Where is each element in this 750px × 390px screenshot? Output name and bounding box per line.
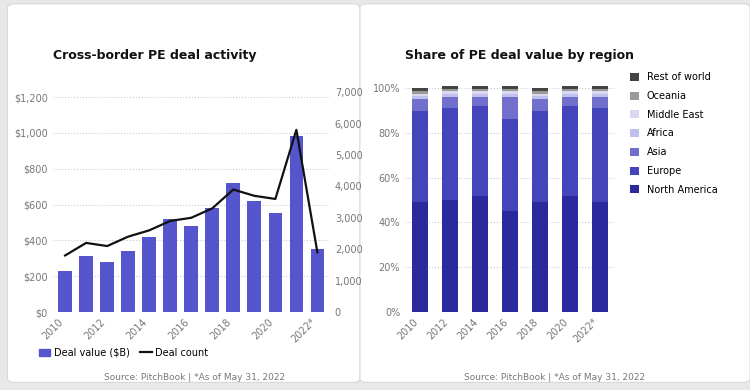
Bar: [562, 86, 578, 89]
Bar: [562, 97, 578, 106]
Bar: [226, 183, 240, 312]
Bar: [592, 97, 608, 108]
Bar: [310, 249, 324, 312]
Bar: [58, 271, 72, 312]
Bar: [592, 202, 608, 312]
Bar: [472, 195, 488, 312]
Bar: [562, 94, 578, 97]
Bar: [592, 92, 608, 94]
Bar: [502, 86, 518, 89]
Bar: [290, 136, 303, 312]
Bar: [142, 237, 156, 312]
Legend: Rest of world, Oceania, Middle East, Africa, Asia, Europe, North America: Rest of world, Oceania, Middle East, Afr…: [628, 70, 719, 197]
Bar: [412, 202, 428, 312]
Bar: [442, 97, 458, 108]
Bar: [532, 96, 548, 99]
Text: Source: PitchBook | *As of May 31, 2022: Source: PitchBook | *As of May 31, 2022: [104, 373, 286, 382]
Bar: [412, 99, 428, 110]
Bar: [442, 200, 458, 312]
Bar: [532, 94, 548, 96]
Bar: [502, 89, 518, 92]
Bar: [472, 89, 488, 92]
Bar: [412, 94, 428, 96]
Bar: [532, 88, 548, 92]
Bar: [592, 89, 608, 92]
Text: Cross-border PE deal activity: Cross-border PE deal activity: [53, 49, 256, 62]
Bar: [532, 110, 548, 202]
Bar: [472, 97, 488, 106]
Bar: [412, 110, 428, 202]
Bar: [206, 208, 219, 312]
Bar: [442, 89, 458, 92]
Bar: [442, 94, 458, 97]
Text: Source: PitchBook | *As of May 31, 2022: Source: PitchBook | *As of May 31, 2022: [464, 373, 646, 382]
Bar: [502, 97, 518, 119]
Bar: [442, 92, 458, 94]
Bar: [164, 219, 177, 312]
Bar: [562, 106, 578, 195]
Bar: [472, 106, 488, 195]
Text: Share of PE deal value by region: Share of PE deal value by region: [405, 49, 634, 62]
Bar: [412, 92, 428, 94]
Bar: [592, 94, 608, 97]
Bar: [442, 108, 458, 200]
Bar: [268, 213, 282, 312]
Bar: [442, 86, 458, 89]
Bar: [184, 226, 198, 312]
Bar: [80, 257, 93, 312]
Bar: [412, 88, 428, 92]
Bar: [472, 94, 488, 97]
Bar: [100, 262, 114, 312]
Bar: [532, 92, 548, 94]
Bar: [532, 202, 548, 312]
Bar: [592, 86, 608, 89]
Bar: [412, 96, 428, 99]
Bar: [532, 99, 548, 110]
Bar: [472, 92, 488, 94]
Bar: [502, 119, 518, 211]
Bar: [502, 92, 518, 94]
Bar: [472, 86, 488, 89]
Bar: [122, 251, 135, 312]
Bar: [502, 211, 518, 312]
Legend: Deal value ($B), Deal count: Deal value ($B), Deal count: [34, 344, 212, 362]
Bar: [248, 201, 261, 312]
Bar: [562, 92, 578, 94]
Bar: [502, 94, 518, 97]
Bar: [562, 89, 578, 92]
Bar: [562, 195, 578, 312]
Bar: [592, 108, 608, 202]
